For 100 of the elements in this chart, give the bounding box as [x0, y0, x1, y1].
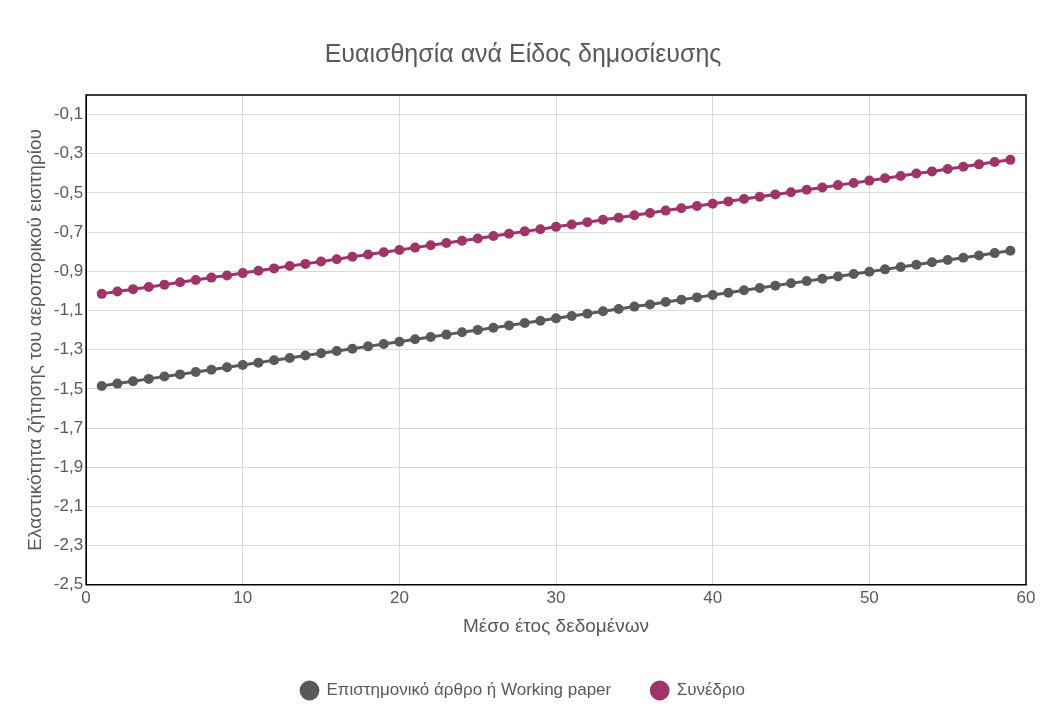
point — [394, 336, 405, 347]
point — [159, 371, 170, 382]
x-tick-label: 50 — [859, 587, 879, 607]
point — [598, 306, 609, 317]
point — [222, 270, 233, 281]
y-tick-label: -1,7 — [53, 417, 84, 437]
point — [284, 352, 295, 363]
point — [942, 164, 953, 175]
point — [770, 280, 781, 291]
y-tick-label: -2,1 — [53, 496, 84, 516]
point — [316, 348, 327, 359]
point — [128, 284, 139, 295]
point — [269, 263, 280, 274]
point — [1005, 245, 1016, 256]
point — [284, 261, 295, 272]
point — [457, 235, 468, 246]
point — [911, 168, 922, 179]
point — [770, 189, 781, 200]
point — [974, 159, 985, 170]
point — [660, 297, 671, 308]
point — [848, 269, 859, 280]
point — [237, 359, 248, 370]
point — [629, 210, 640, 221]
point — [519, 318, 530, 329]
point — [786, 187, 797, 198]
y-tick-label: -2,3 — [53, 535, 84, 555]
point — [347, 251, 358, 262]
point — [676, 294, 687, 305]
point — [331, 254, 342, 265]
x-tick-label: 30 — [546, 587, 566, 607]
point — [613, 303, 624, 314]
point — [425, 240, 436, 251]
point — [175, 277, 186, 288]
point — [331, 346, 342, 357]
x-tick-label: 10 — [233, 587, 253, 607]
point — [739, 194, 750, 205]
point — [316, 256, 327, 267]
point — [159, 279, 170, 290]
point — [190, 274, 201, 285]
point — [1005, 154, 1016, 165]
point — [206, 272, 217, 283]
point — [880, 264, 891, 275]
point — [472, 324, 483, 335]
y-axis-title: Ελαστικότητα ζήτησης του αεροπορικού εισιτηρίου — [23, 129, 45, 551]
point — [112, 286, 123, 297]
point — [143, 282, 154, 292]
point — [801, 276, 812, 287]
point — [378, 339, 389, 350]
point — [535, 315, 546, 326]
x-tick-label: 60 — [1016, 587, 1036, 607]
point — [676, 203, 687, 214]
y-tick-label: -1,1 — [53, 300, 84, 320]
point — [457, 327, 468, 338]
point — [566, 219, 577, 230]
point — [112, 378, 123, 389]
point — [206, 364, 217, 375]
point — [410, 242, 421, 253]
point — [488, 322, 499, 333]
point — [848, 177, 859, 188]
y-tick-label: -0,5 — [53, 182, 84, 202]
point — [96, 380, 107, 391]
point — [394, 244, 405, 255]
point — [128, 376, 139, 387]
point — [833, 271, 844, 282]
point — [660, 205, 671, 216]
y-tick-label: -0,9 — [53, 261, 84, 281]
point — [880, 173, 891, 184]
point — [441, 329, 452, 340]
point — [864, 266, 875, 277]
point — [488, 231, 499, 242]
point — [347, 343, 358, 354]
point — [989, 248, 1000, 259]
point — [739, 285, 750, 296]
point — [253, 265, 264, 276]
point — [410, 334, 421, 345]
legend-label: Συνέδριο — [676, 680, 745, 700]
point — [692, 292, 703, 303]
point — [582, 308, 593, 319]
point — [441, 237, 452, 248]
point — [519, 226, 530, 237]
point — [817, 182, 828, 193]
point — [190, 367, 201, 378]
x-tick-label: 40 — [703, 587, 723, 607]
point — [504, 320, 515, 331]
point — [143, 373, 154, 384]
point — [786, 278, 797, 289]
point — [958, 161, 969, 172]
y-tick-label: -0,1 — [53, 104, 84, 124]
point — [363, 341, 374, 352]
point — [692, 201, 703, 212]
point — [253, 357, 264, 368]
point — [723, 287, 734, 298]
point — [754, 191, 765, 202]
point — [269, 355, 280, 366]
point — [96, 288, 107, 299]
point — [582, 217, 593, 228]
point — [300, 258, 311, 269]
point — [363, 249, 374, 260]
chart-title: Ευαισθησία ανά Είδος δημοσίευσης — [324, 38, 722, 67]
y-tick-label: -0,7 — [53, 221, 84, 241]
